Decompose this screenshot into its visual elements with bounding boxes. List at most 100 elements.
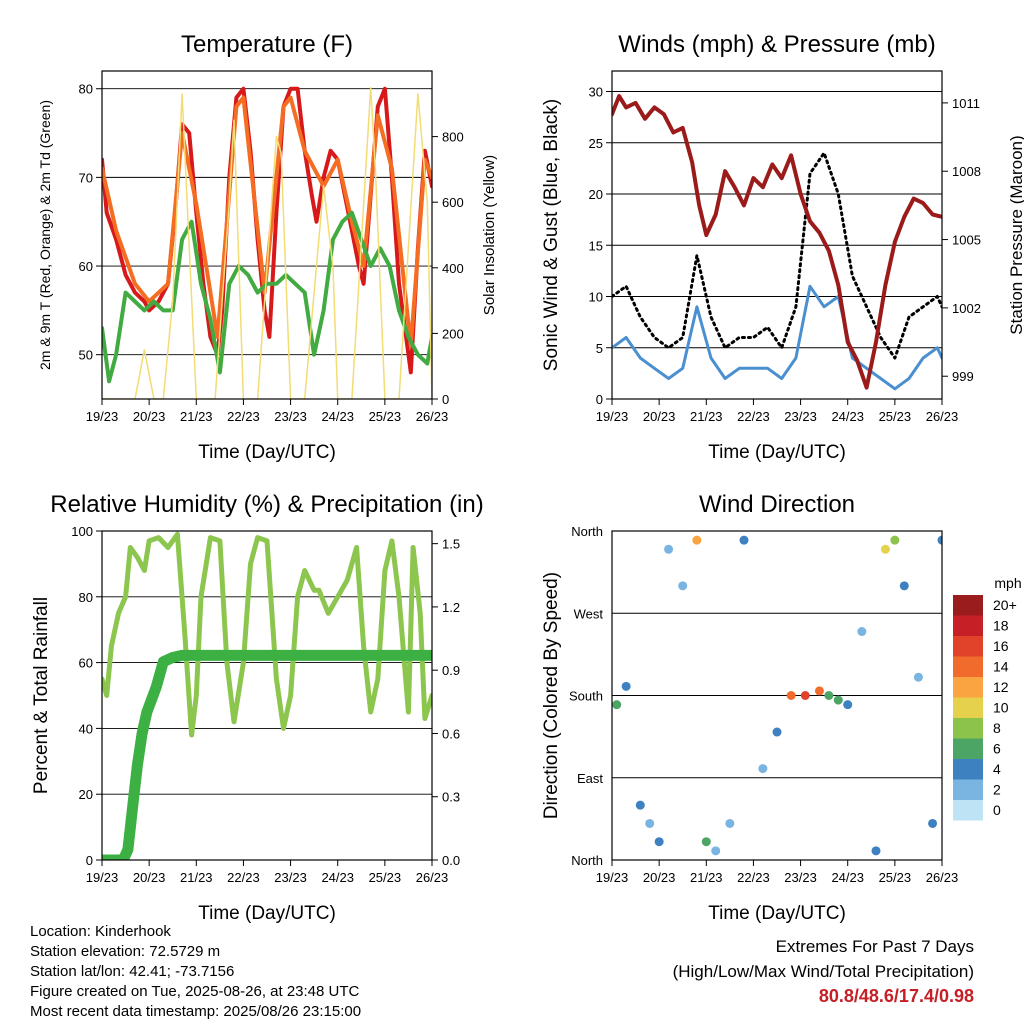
y-tick-label: 20 — [589, 187, 603, 202]
y2-tick-label: 999 — [952, 369, 974, 384]
direction-point — [857, 627, 867, 637]
chart-title: Relative Humidity (%) & Precipitation (i… — [50, 491, 483, 518]
station-info: Location: Kinderhook Station elevation: … — [30, 922, 361, 1022]
x-tick-label: 22/23 — [737, 870, 770, 885]
x-tick-label: 20/23 — [133, 870, 166, 885]
location-text: Location: Kinderhook — [30, 923, 171, 940]
colorbar-swatch — [953, 656, 983, 677]
x-tick-label: 21/23 — [180, 870, 213, 885]
direction-point — [814, 686, 824, 696]
direction-point — [824, 691, 834, 700]
colorbar-label: 6 — [993, 741, 1001, 757]
direction-point — [843, 700, 853, 710]
colorbar-label: 18 — [993, 618, 1009, 634]
y-axis-label: Direction (Colored By Speed) — [541, 572, 562, 819]
series-station-pressure — [612, 94, 942, 390]
y-tick-label: 60 — [79, 259, 93, 274]
y-tick-label: 25 — [589, 136, 603, 151]
y-tick-label: 0 — [86, 853, 93, 868]
x-axis-label: Time (Day/UTC) — [198, 903, 336, 924]
series-group — [612, 535, 942, 856]
x-tick-label: 22/23 — [737, 409, 770, 424]
y-tick-label: 10 — [589, 290, 603, 305]
x-tick-label: 23/23 — [784, 409, 817, 424]
extremes-subtitle: (High/Low/Max Wind/Total Precipitation) — [672, 962, 974, 981]
plot-frame — [101, 70, 433, 400]
colorbar-label: 20+ — [993, 597, 1017, 613]
colorbar-swatch — [953, 738, 983, 759]
colorbar-swatch — [953, 697, 983, 718]
x-tick-label: 21/23 — [180, 409, 213, 424]
direction-point — [664, 544, 674, 554]
x-tick-label: 22/23 — [227, 409, 260, 424]
x-tick-label: 19/23 — [86, 870, 119, 885]
y-tick-label: 100 — [71, 524, 93, 539]
direction-point — [711, 846, 721, 856]
series-solar-insolation — [102, 86, 432, 399]
x-tick-label: 20/23 — [643, 409, 676, 424]
colorbar-label: 16 — [993, 638, 1009, 654]
x-tick-label: 22/23 — [227, 870, 260, 885]
y-tick-label: 70 — [79, 170, 93, 185]
direction-point — [786, 691, 796, 700]
grid-lines — [612, 530, 942, 861]
y-tick-label: 60 — [79, 656, 93, 671]
series-gust — [612, 151, 942, 360]
direction-point — [645, 818, 655, 828]
y2-tick-label: 0.3 — [442, 790, 460, 805]
extremes-title: Extremes For Past 7 Days — [775, 937, 974, 956]
y-tick-label: 30 — [589, 85, 603, 100]
y-axis-label: Sonic Wind & Gust (Blue, Black) — [541, 99, 562, 371]
extremes-block: Extremes For Past 7 Days (High/Low/Max W… — [673, 934, 974, 1009]
y-tick-label: North — [571, 853, 603, 868]
direction-point — [928, 818, 938, 828]
series-group — [612, 94, 942, 391]
colorbar-swatch — [953, 677, 983, 698]
x-tick-label: 21/23 — [690, 409, 723, 424]
x-tick-label: 19/23 — [596, 409, 629, 424]
chart-title: Winds (mph) & Pressure (mb) — [618, 31, 935, 58]
y2-tick-label: 0.6 — [442, 726, 460, 741]
direction-point — [772, 727, 782, 737]
direction-point — [833, 695, 843, 705]
y2-tick-label: 400 — [442, 261, 464, 276]
x-tick-label: 20/23 — [133, 409, 166, 424]
plot-frame — [611, 70, 943, 400]
y2-tick-label: 0 — [442, 392, 449, 407]
y2-tick-label: 1011 — [952, 96, 980, 111]
series-2m-td — [102, 210, 432, 384]
direction-point — [880, 544, 890, 554]
colorbar-label: 0 — [993, 802, 1001, 818]
plot-frame — [611, 530, 943, 861]
direction-point — [800, 691, 810, 700]
x-tick-label: 19/23 — [596, 870, 629, 885]
colorbar-swatch — [953, 800, 983, 821]
y-tick-label: East — [577, 771, 603, 786]
series-total-rainfall — [102, 649, 432, 860]
y2-axis-label: Station Pressure (Maroon) — [1007, 135, 1024, 334]
colorbar-swatch — [953, 636, 983, 657]
chart-title: Temperature (F) — [181, 31, 353, 58]
colorbar-label: 8 — [993, 720, 1001, 736]
y2-tick-label: 600 — [442, 195, 464, 210]
colorbar-label: 2 — [993, 782, 1001, 798]
y-axis-label: Percent & Total Rainfall — [31, 597, 52, 794]
y2-tick-label: 0.9 — [442, 663, 460, 678]
direction-point — [654, 837, 664, 847]
colorbar-label: 10 — [993, 700, 1009, 716]
direction-point — [612, 700, 622, 710]
chart-title: Wind Direction — [699, 491, 855, 518]
x-tick-label: 24/23 — [831, 409, 864, 424]
created-text: Figure created on Tue, 2025-08-26, at 23… — [30, 983, 360, 1000]
x-tick-label: 23/23 — [274, 409, 307, 424]
x-tick-label: 26/23 — [416, 409, 449, 424]
colorbar-swatch — [953, 759, 983, 780]
x-tick-label: 26/23 — [416, 870, 449, 885]
colorbar-swatch — [953, 615, 983, 636]
direction-point — [913, 672, 923, 682]
direction-point — [678, 581, 688, 591]
direction-point — [758, 764, 768, 774]
x-tick-label: 20/23 — [643, 870, 676, 885]
y2-tick-label: 800 — [442, 130, 464, 145]
y2-tick-label: 1008 — [952, 164, 981, 179]
